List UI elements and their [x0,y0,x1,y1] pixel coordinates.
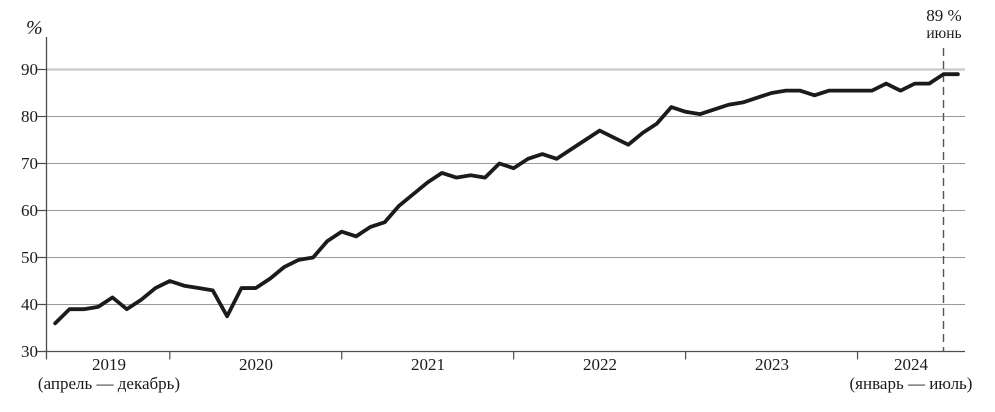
y-tick-label-70: 70 [21,154,38,173]
annotation-month-label: июнь [926,25,962,42]
peak-annotation: 89 % июнь [874,6,995,42]
annotation-value-label: 89 % [926,6,962,25]
x-range-sublabel-2024: (январь — июль) [849,374,973,393]
x-year-label-2021: 2021 [411,355,445,374]
x-year-label-2020: 2020 [239,355,273,374]
x-year-label-2022: 2022 [583,355,617,374]
y-axis-unit-label: % [26,17,43,39]
x-year-label-2024: 2024 [894,355,928,374]
y-tick-label-90: 90 [21,60,38,79]
y-tick-label-80: 80 [21,107,38,126]
y-tick-label-30: 30 [21,342,38,361]
data-series-line [53,72,960,326]
y-tick-label-50: 50 [21,248,38,267]
x-range-sublabel-2019: (апрель — декабрь) [37,374,181,393]
y-tick-label-40: 40 [21,295,38,314]
y-tick-label-60: 60 [21,201,38,220]
x-year-label-2023: 2023 [755,355,789,374]
x-year-label-2019: 2019 [92,355,126,374]
